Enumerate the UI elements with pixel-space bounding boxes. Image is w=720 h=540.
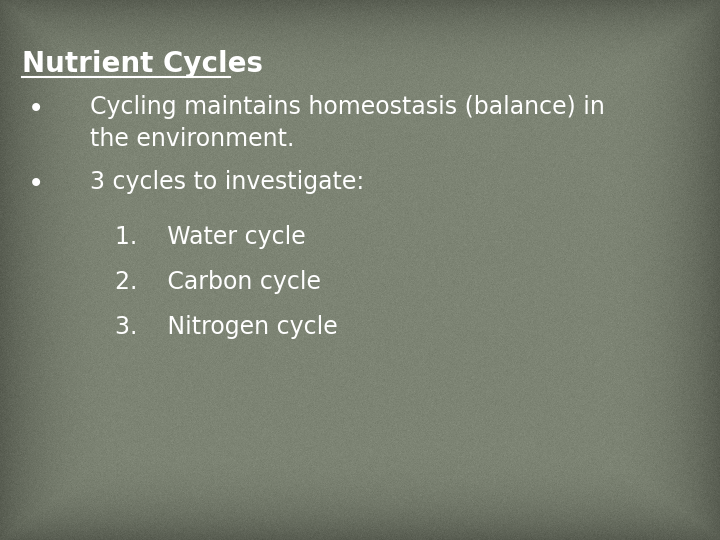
Text: •: • [28,95,44,123]
Text: 3.    Nitrogen cycle: 3. Nitrogen cycle [115,315,338,339]
Text: 1.    Water cycle: 1. Water cycle [115,225,306,249]
Text: the environment.: the environment. [90,127,294,151]
Text: •: • [28,170,44,198]
Text: Cycling maintains homeostasis (balance) in: Cycling maintains homeostasis (balance) … [90,95,605,119]
Text: 2.    Carbon cycle: 2. Carbon cycle [115,270,321,294]
Text: Nutrient Cycles: Nutrient Cycles [22,50,263,78]
Text: 3 cycles to investigate:: 3 cycles to investigate: [90,170,364,194]
